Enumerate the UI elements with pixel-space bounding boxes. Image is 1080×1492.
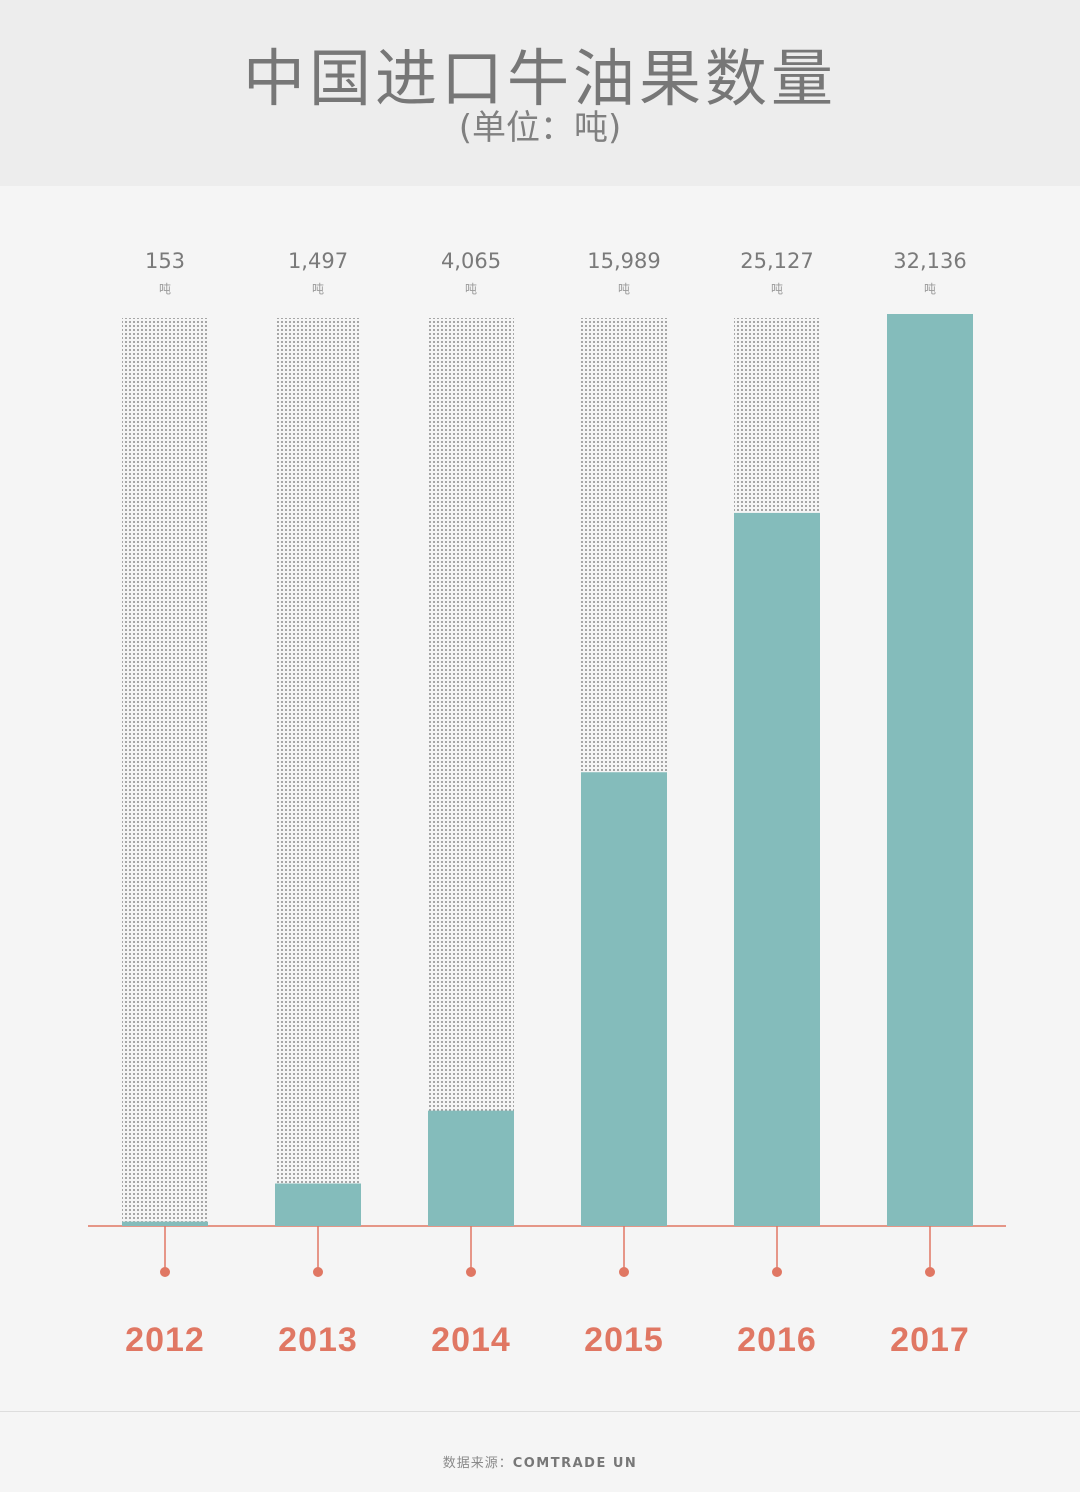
value-label-2012: 153 — [145, 249, 185, 273]
unit-label-2017: 吨 — [924, 282, 936, 296]
tick-dot-2013 — [313, 1267, 323, 1277]
year-label-2014: 2014 — [431, 1321, 511, 1359]
bar-2017 — [887, 314, 973, 1226]
value-label-2015: 15,989 — [587, 249, 660, 273]
source-footer: 数据来源：COMTRADE UN — [0, 1452, 1080, 1471]
value-label-2014: 4,065 — [441, 249, 501, 273]
unit-label-2016: 吨 — [771, 282, 783, 296]
tick-dot-2017 — [925, 1267, 935, 1277]
unit-label-2015: 吨 — [618, 282, 630, 296]
chart-title: 中国进口牛油果数量 — [242, 42, 837, 115]
unit-label-2014: 吨 — [465, 282, 477, 296]
value-label-2016: 25,127 — [740, 249, 813, 273]
value-label-2013: 1,497 — [288, 249, 348, 273]
year-label-2012: 2012 — [125, 1321, 205, 1359]
chart-subtitle: (单位：吨) — [458, 108, 622, 148]
tick-dot-2014 — [466, 1267, 476, 1277]
year-label-2016: 2016 — [737, 1321, 817, 1359]
bar-2012 — [122, 1221, 208, 1226]
unit-label-2013: 吨 — [312, 282, 324, 296]
tick-dot-2015 — [619, 1267, 629, 1277]
year-label-2017: 2017 — [890, 1321, 970, 1359]
year-label-2013: 2013 — [278, 1321, 358, 1359]
bar-2014 — [428, 1110, 514, 1226]
year-label-2015: 2015 — [584, 1321, 664, 1359]
bar-2013 — [275, 1183, 361, 1226]
bar-track-2012 — [122, 318, 208, 1226]
header-band — [0, 0, 1080, 186]
value-label-2017: 32,136 — [893, 249, 966, 273]
footer-divider — [0, 1411, 1080, 1412]
source-label: 数据来源： — [442, 1456, 513, 1471]
tick-dot-2016 — [772, 1267, 782, 1277]
bar-track-2013 — [275, 318, 361, 1226]
bar-track-2014 — [428, 318, 514, 1226]
unit-label-2012: 吨 — [159, 282, 171, 296]
tick-dot-2012 — [160, 1267, 170, 1277]
source-name: COMTRADE UN — [512, 1456, 638, 1471]
bar-2016 — [734, 512, 820, 1226]
bar-2015 — [581, 772, 667, 1226]
